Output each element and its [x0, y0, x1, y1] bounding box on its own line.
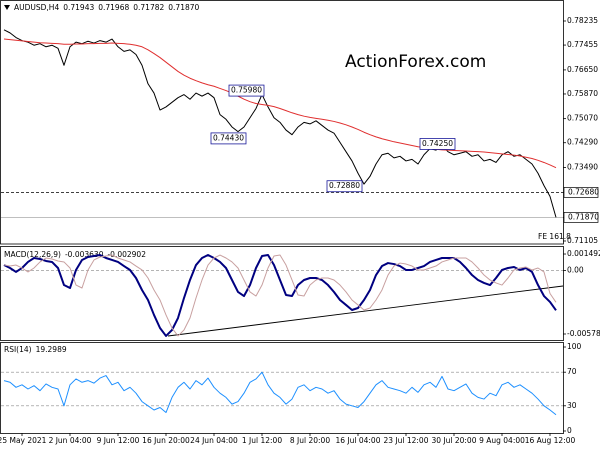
- x-tick-label: 9 Aug 04:00: [479, 436, 525, 445]
- annotation-box: [419, 138, 456, 150]
- header-title: MACD(12,26,9): [4, 250, 61, 259]
- header-value: -0.002902: [107, 250, 146, 259]
- x-tick-label: 2 Jun 04:00: [49, 436, 92, 445]
- y-tick-label: 0.73490: [567, 162, 598, 171]
- header-value: 0.71870: [168, 3, 199, 12]
- x-tick-label: 8 Jul 20:00: [290, 436, 330, 445]
- series-line: [3, 38, 557, 169]
- y-tick-label: 0.71105: [567, 236, 598, 245]
- y-tick-label: -0.005784: [567, 329, 600, 338]
- y-tick-label: 0.75070: [567, 114, 598, 123]
- x-tick-label: 9 Jun 12:00: [97, 436, 140, 445]
- x-tick-label: 23 Jul 12:00: [384, 436, 429, 445]
- tick-box: [563, 187, 599, 198]
- panel-header: RSI(14) 19.2989: [4, 345, 67, 354]
- y-tick-label: 0.72680: [568, 187, 599, 196]
- fe-label: FE 161.8: [538, 232, 571, 241]
- y-tick-label: 0.71870: [568, 212, 599, 221]
- header-value: 0.71968: [98, 3, 129, 12]
- y-tick-label: 100: [567, 342, 582, 351]
- series-line: [3, 254, 557, 337]
- header-title: AUDUSD,H4: [14, 3, 59, 12]
- series-line: [3, 29, 557, 218]
- y-tick-label: 0.00: [567, 265, 584, 274]
- y-tick-label: 30: [567, 401, 577, 410]
- x-tick-label: 16 Jun 20:00: [142, 436, 190, 445]
- series-line: [3, 254, 557, 337]
- annotation-label: 0.74250: [422, 139, 453, 148]
- y-tick-label: 0: [567, 426, 572, 435]
- header-value: 0.71943: [63, 3, 94, 12]
- macd-panel: [0, 246, 564, 341]
- annotation-box: [210, 132, 247, 145]
- x-tick-label: 24 Jun 04:00: [190, 436, 238, 445]
- annotation-label: 0.75980: [231, 86, 262, 95]
- x-tick-label: 16 Jul 04:00: [336, 436, 381, 445]
- annotation-label: 0.74430: [213, 133, 244, 142]
- header-title: RSI(14): [4, 345, 32, 354]
- y-tick-label: 0.75870: [567, 89, 598, 98]
- panel-header: AUDUSD,H4 0.71943 0.71968 0.71782 0.71870: [14, 3, 200, 12]
- annotation-box: [326, 180, 363, 193]
- header-value: 19.2989: [36, 345, 67, 354]
- x-tick-label: 30 Jul 20:00: [432, 436, 477, 445]
- annotation-box: [228, 84, 265, 97]
- x-tick-label: 16 Aug 12:00: [525, 436, 576, 445]
- symbol-icon: [4, 5, 10, 10]
- annotation-label: 0.72880: [329, 181, 360, 190]
- y-tick-label: 0.76650: [567, 65, 598, 74]
- y-tick-label: 0.77455: [567, 40, 598, 49]
- y-tick-label: 0.001492: [567, 249, 600, 258]
- rsi-panel: [0, 342, 564, 434]
- series-line: [3, 371, 557, 416]
- header-value: -0.003630: [65, 250, 104, 259]
- y-tick-label: 0.74290: [567, 138, 598, 147]
- header-value: 0.71782: [133, 3, 164, 12]
- panel-header: MACD(12,26,9) -0.003630 -0.002902: [4, 250, 146, 259]
- y-tick-label: 0.78235: [567, 16, 598, 25]
- y-tick-label: 70: [567, 367, 577, 376]
- tick-box: [563, 212, 599, 223]
- price-panel: [0, 0, 564, 245]
- x-tick-label: 1 Jul 12:00: [242, 436, 282, 445]
- x-tick-label: 25 May 2021: [0, 436, 47, 445]
- trend-line: [167, 285, 564, 337]
- watermark: ActionForex.com: [345, 52, 486, 72]
